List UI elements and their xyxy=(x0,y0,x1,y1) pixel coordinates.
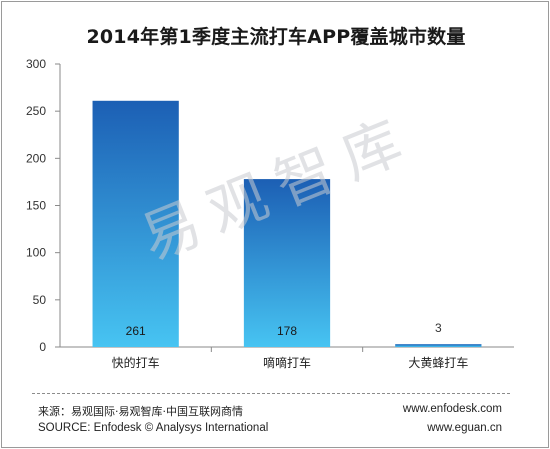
x-axis: 快的打车 嘀嘀打车 大黄蜂打车 xyxy=(60,346,514,370)
x-category-label: 快的打车 xyxy=(112,355,160,370)
y-tick-label: 0 xyxy=(39,340,46,354)
bars xyxy=(92,100,482,347)
bar xyxy=(395,344,482,347)
y-tick-label: 150 xyxy=(26,199,46,213)
footer-divider xyxy=(32,393,510,394)
bar xyxy=(243,179,331,347)
x-category-label: 大黄蜂打车 xyxy=(408,355,468,370)
bar-value-label: 261 xyxy=(126,324,146,338)
chart-title: 2014年第1季度主流打车APP覆盖城市数量 xyxy=(86,26,466,48)
eguan-url[interactable]: www.eguan.cn xyxy=(427,422,502,434)
data-labels: 261 178 3 xyxy=(126,321,442,338)
source-english: SOURCE: Enfodesk © Analysys Internationa… xyxy=(38,422,269,434)
bar-value-label: 3 xyxy=(435,321,442,335)
bar-value-label: 178 xyxy=(277,324,297,338)
y-tick-label: 200 xyxy=(26,151,46,165)
y-tick-label: 100 xyxy=(26,246,46,260)
enfodesk-url[interactable]: www.enfodesk.com xyxy=(402,403,502,415)
y-tick-label: 250 xyxy=(26,104,46,118)
x-category-label: 嘀嘀打车 xyxy=(263,355,311,370)
y-tick-label: 50 xyxy=(33,293,47,307)
bar xyxy=(92,100,179,347)
y-tick-label: 300 xyxy=(26,57,46,71)
y-axis: 0 50 100 150 200 250 300 xyxy=(26,57,61,354)
source-chinese: 来源：易观国际·易观智库·中国互联网商情 xyxy=(38,405,243,418)
